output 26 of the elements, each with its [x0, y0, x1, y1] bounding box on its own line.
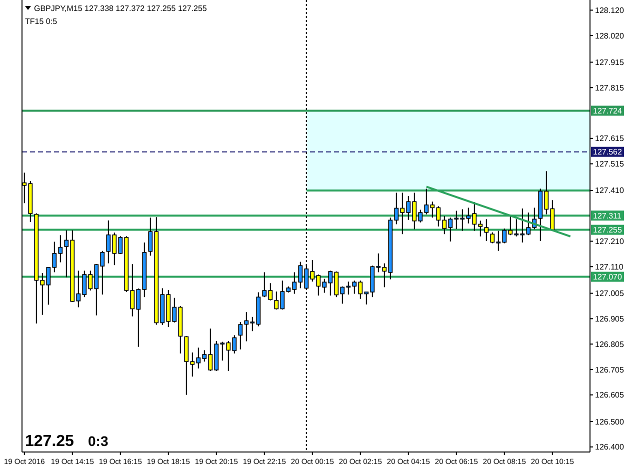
ref-line-label: 127.255 [593, 226, 622, 235]
y-tick-label: 128.120 [595, 6, 624, 15]
y-tick-label: 127.515 [595, 160, 624, 169]
annotation: 0:3 [88, 433, 108, 449]
y-tick-label: 128.020 [595, 31, 624, 40]
y-tick-label: 127.615 [595, 134, 624, 144]
ref-line-label: 127.562 [593, 148, 622, 157]
ref-line-label: 127.070 [593, 272, 622, 282]
y-tick-label: 126.805 [595, 340, 624, 349]
ref-line-label: 127.724 [593, 106, 622, 116]
y-tick-label: 127.410 [595, 186, 624, 196]
y-tick-label: 126.500 [595, 417, 624, 426]
y-tick-label: 126.605 [595, 390, 624, 400]
ref-line-label: 127.311 [593, 211, 622, 220]
y-tick-label: 127.210 [595, 237, 624, 246]
y-tick-label: 126.905 [595, 314, 624, 324]
y-tick-label: 126.400 [595, 442, 624, 452]
candlestick [484, 218, 489, 242]
y-tick-label: 126.705 [595, 365, 624, 374]
y-tick-label: 127.915 [595, 58, 624, 68]
text: TF15 0:5 [25, 17, 58, 26]
y-tick-label: 127.005 [595, 289, 624, 298]
text: GBPJPY,M15 127.338 127.372 127.255 127.255 [34, 4, 208, 13]
y-tick-label: 127.815 [595, 83, 624, 92]
y-tick-label: 127.110 [595, 262, 624, 272]
annotation: 127.25 [25, 433, 74, 450]
